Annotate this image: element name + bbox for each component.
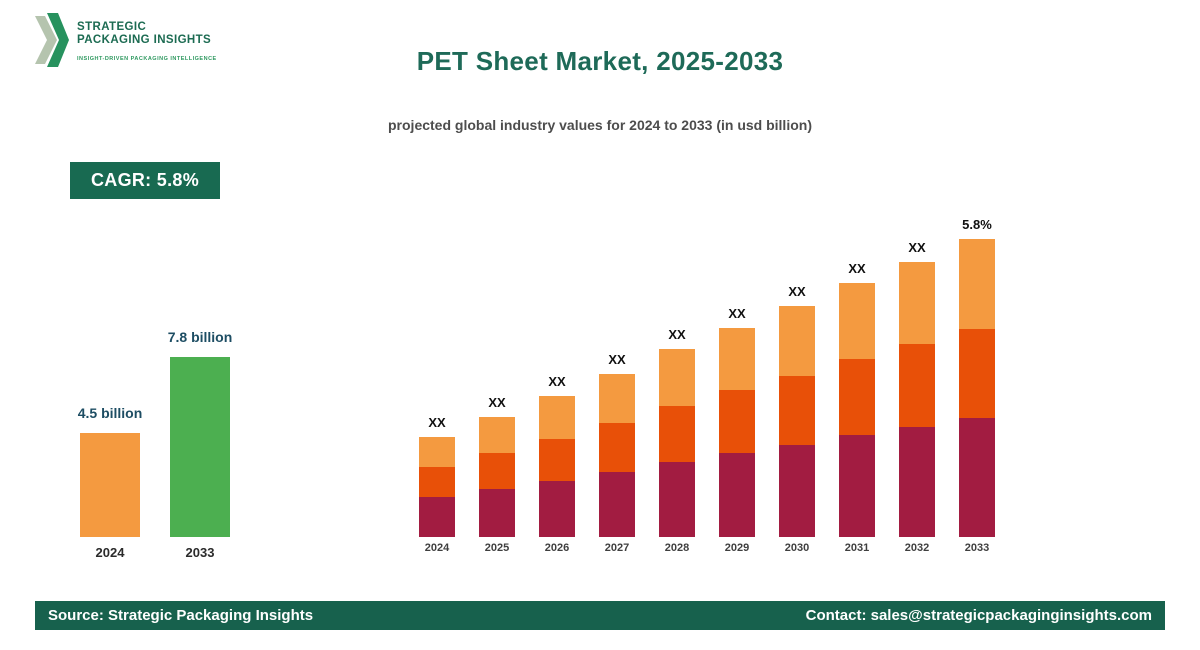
axis-label-2025: 2025 xyxy=(484,542,510,554)
bar-top-label: XX xyxy=(428,415,446,430)
segment-middle xyxy=(539,439,575,481)
stacked-bar-2027: XX xyxy=(599,352,635,537)
bar-top-label: XX xyxy=(728,306,746,321)
stacked-bar-2026: XX xyxy=(539,374,575,537)
axis-label-2028: 2028 xyxy=(664,542,690,554)
segment-bottom xyxy=(659,462,695,537)
axis-label-2032: 2032 xyxy=(904,542,930,554)
stacked-bar-2031: XX xyxy=(839,261,875,537)
segment-bottom xyxy=(539,481,575,537)
segment-middle xyxy=(479,453,515,489)
logo-line2: PACKAGING INSIGHTS xyxy=(77,34,212,46)
segment-middle xyxy=(839,359,875,435)
axis-label-2031: 2031 xyxy=(844,542,870,554)
segment-middle xyxy=(899,344,935,427)
segment-top xyxy=(539,396,575,439)
axis-label-2033: 2033 xyxy=(185,545,215,560)
segment-top xyxy=(479,417,515,453)
segment-bottom xyxy=(899,427,935,537)
segment-bottom xyxy=(959,418,995,537)
segment-middle xyxy=(719,390,755,453)
main-axis: 2024 2025 2026 2027 2028 2029 2030 2031 2032 2033 xyxy=(419,542,1013,558)
segment-top xyxy=(839,283,875,359)
bar-top-label: XX xyxy=(488,395,506,410)
axis-label-2030: 2030 xyxy=(784,542,810,554)
stacked-bar-2033: 5.8% xyxy=(959,217,995,537)
segment-top xyxy=(779,306,815,376)
logo-tagline: INSIGHT-DRIVEN PACKAGING INTELLIGENCE xyxy=(77,56,217,62)
bar-value-label: 7.8 billion xyxy=(167,329,233,345)
segment-bottom xyxy=(719,453,755,537)
axis-label-2026: 2026 xyxy=(544,542,570,554)
segment-bottom xyxy=(839,435,875,537)
segment-top xyxy=(899,262,935,344)
stacked-bar-2030: XX xyxy=(779,284,815,537)
bar-fill xyxy=(170,357,230,537)
bar-fill xyxy=(80,433,140,537)
logo: STRATEGIC PACKAGING INSIGHTS INSIGHT-DRI… xyxy=(35,13,217,72)
bar-top-label: XX xyxy=(848,261,866,276)
bar-top-label: 5.8% xyxy=(962,217,992,232)
segment-top xyxy=(599,374,635,423)
mini-axis: 2024 2033 xyxy=(80,545,230,563)
segment-bottom xyxy=(779,445,815,537)
main-bars: XX XX XX XX XX XX XX XX XX 5.8% xyxy=(419,195,1013,537)
segment-middle xyxy=(599,423,635,472)
stacked-bar-2024: XX xyxy=(419,415,455,537)
mini-bars: 4.5 billion 7.8 billion xyxy=(77,320,233,537)
footer: Source: Strategic Packaging Insights Con… xyxy=(35,601,1165,630)
cagr-badge: CAGR: 5.8% xyxy=(70,162,220,199)
footer-contact: Contact: sales@strategicpackaginginsight… xyxy=(805,607,1152,624)
segment-bottom xyxy=(479,489,515,537)
segment-bottom xyxy=(419,497,455,537)
axis-label-2029: 2029 xyxy=(724,542,750,554)
page-title: PET Sheet Market, 2025-2033 xyxy=(416,46,784,76)
segment-top xyxy=(419,437,455,467)
segment-middle xyxy=(779,376,815,445)
footer-source: Source: Strategic Packaging Insights xyxy=(48,607,314,624)
logo-text: STRATEGIC PACKAGING INSIGHTS INSIGHT-DRI… xyxy=(77,13,217,62)
bar-top-label: XX xyxy=(548,374,566,389)
axis-label-2024: 2024 xyxy=(424,542,450,554)
axis-label-2024: 2024 xyxy=(95,545,125,560)
bar-top-label: XX xyxy=(788,284,806,299)
segment-top xyxy=(959,239,995,329)
stacked-bar-2032: XX xyxy=(899,240,935,537)
segment-top xyxy=(719,328,755,390)
segment-middle xyxy=(419,467,455,497)
bar-top-label: XX xyxy=(908,240,926,255)
segment-middle xyxy=(959,329,995,418)
bar-top-label: XX xyxy=(608,352,626,367)
segment-middle xyxy=(659,406,695,462)
bar-top-label: XX xyxy=(668,327,686,342)
axis-label-2033: 2033 xyxy=(964,542,990,554)
segment-bottom xyxy=(599,472,635,537)
summary-bar-2033: 7.8 billion xyxy=(167,320,233,537)
bar-value-label: 4.5 billion xyxy=(77,405,143,421)
stacked-bar-2028: XX xyxy=(659,327,695,537)
logo-chevron-icon xyxy=(35,13,69,72)
stacked-bar-2025: XX xyxy=(479,395,515,537)
axis-label-2027: 2027 xyxy=(604,542,630,554)
logo-line1: STRATEGIC xyxy=(77,21,147,33)
stacked-bar-2029: XX xyxy=(719,306,755,537)
summary-bar-2024: 4.5 billion xyxy=(77,320,143,537)
page-subtitle: projected global industry values for 202… xyxy=(388,117,812,133)
segment-top xyxy=(659,349,695,406)
